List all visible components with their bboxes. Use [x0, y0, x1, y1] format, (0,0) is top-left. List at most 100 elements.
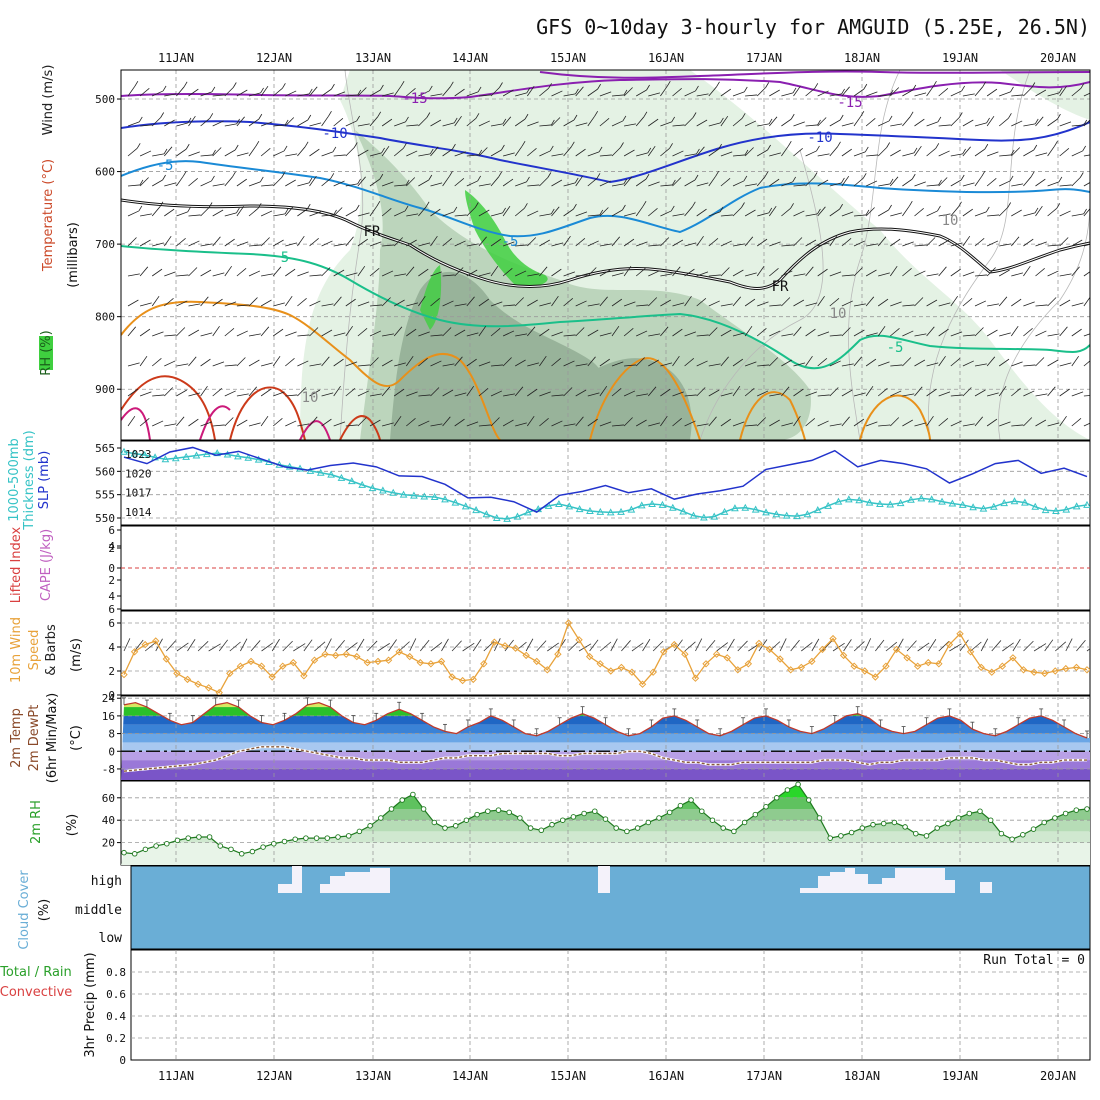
wind-barb [139, 266, 149, 277]
wind-barb [865, 207, 875, 217]
wind-barb [272, 328, 284, 337]
wind-barb-flag [692, 112, 697, 118]
thickness-point [347, 477, 356, 485]
rh2m-point [410, 791, 416, 798]
wind-speed-point [1083, 666, 1090, 674]
wind-barb [527, 362, 539, 367]
wind-barb-flag [741, 202, 745, 208]
wind-barb [950, 394, 963, 397]
thickness-point [637, 501, 646, 509]
temp-band [121, 724, 1090, 734]
wind-barb [587, 177, 598, 187]
wind-barb-10m [409, 638, 417, 652]
wind-barb-flag [765, 82, 770, 88]
wind-barb [1071, 150, 1083, 157]
wind-barb [382, 244, 395, 247]
wind-barb [793, 362, 806, 367]
wind-barb-flag [841, 177, 845, 184]
wind-barb-flag [380, 84, 384, 91]
wind-barb-flag [499, 82, 503, 88]
wind-barb [563, 93, 576, 97]
wind-barb-10m [430, 642, 443, 652]
date-label-bottom: 20JAN [1040, 1069, 1076, 1083]
wind-barb-flag [768, 118, 773, 125]
wind-barb [732, 91, 745, 97]
rh2m-point [495, 807, 502, 813]
date-label-top: 11JAN [158, 51, 194, 65]
wind-barb [817, 242, 830, 247]
rh2m-point [624, 828, 630, 835]
rh2m-point [303, 835, 309, 841]
wind-speed-point [977, 663, 985, 672]
thickness-point [886, 500, 895, 508]
rh2m-point [281, 838, 288, 845]
wind-barb [442, 274, 455, 277]
wind-barb [224, 301, 237, 307]
wind-barb [164, 360, 176, 367]
thickness-point [565, 502, 574, 510]
wind-barb-10m [462, 642, 475, 652]
wind-barb [490, 301, 503, 307]
wind-barb [309, 300, 321, 307]
wind-barb [309, 122, 322, 127]
thickness-point [555, 499, 563, 507]
wind-barb [720, 88, 731, 97]
wind-barb-flag [308, 177, 313, 184]
wind-speed-point [374, 657, 382, 666]
wind-barb [1047, 422, 1060, 427]
wind-barb [611, 298, 623, 307]
wind-barb [696, 297, 707, 307]
wind-barb [696, 271, 709, 277]
wind-barb [720, 177, 731, 187]
wind-barb [587, 329, 599, 337]
thickness-point [627, 505, 636, 513]
wind-barb [551, 153, 564, 157]
wind-barb-flag [502, 207, 506, 214]
wind-barb [418, 153, 431, 157]
wind-barb [394, 273, 407, 277]
thickness-point [700, 513, 708, 521]
wind-barb-flag [381, 147, 385, 154]
thickness-point [938, 497, 946, 505]
wind-barb [841, 274, 854, 277]
cloud-gap [800, 888, 818, 893]
y-tick-label: 6 [108, 524, 115, 537]
wind-barb-flag [308, 88, 313, 95]
wind-barb [309, 363, 322, 367]
wind-barb-flag [908, 200, 913, 207]
cloud-level-label: low [99, 931, 123, 946]
wind-barb [212, 325, 220, 337]
wind-barb [163, 235, 172, 247]
cloud-gap [818, 876, 830, 893]
p2-label-slp: SLP (mb) [37, 451, 52, 510]
wind-barb [539, 213, 552, 217]
wind-barb [745, 424, 758, 427]
wind-barb [950, 295, 959, 307]
contour-label: -10 [807, 130, 832, 146]
wind-barb [865, 332, 878, 337]
wind-barb [1083, 360, 1090, 367]
wind-barb [805, 150, 817, 157]
wind-barb-10m [144, 641, 157, 652]
wind-barb [769, 89, 780, 97]
wind-barb [769, 178, 780, 187]
run-total-label: Run Total = 0 [983, 953, 1085, 968]
wind-barb [635, 267, 646, 277]
wind-barb [1035, 267, 1045, 277]
rh2m-point [1073, 807, 1080, 813]
wind-barb [902, 152, 915, 157]
rh2m-point [549, 821, 555, 828]
wind-barb [962, 146, 971, 157]
wind-barb [563, 423, 576, 427]
wind-barb-flag [862, 173, 867, 179]
wind-barb [732, 207, 742, 217]
wind-barb [1023, 265, 1031, 277]
wind-barb [1059, 388, 1070, 397]
cloud-gap [980, 882, 992, 893]
rh2m-point [763, 804, 769, 810]
wind-barb [563, 334, 576, 337]
wind-barb [793, 147, 803, 157]
wind-barb [430, 235, 438, 247]
wind-speed-point [533, 657, 541, 666]
